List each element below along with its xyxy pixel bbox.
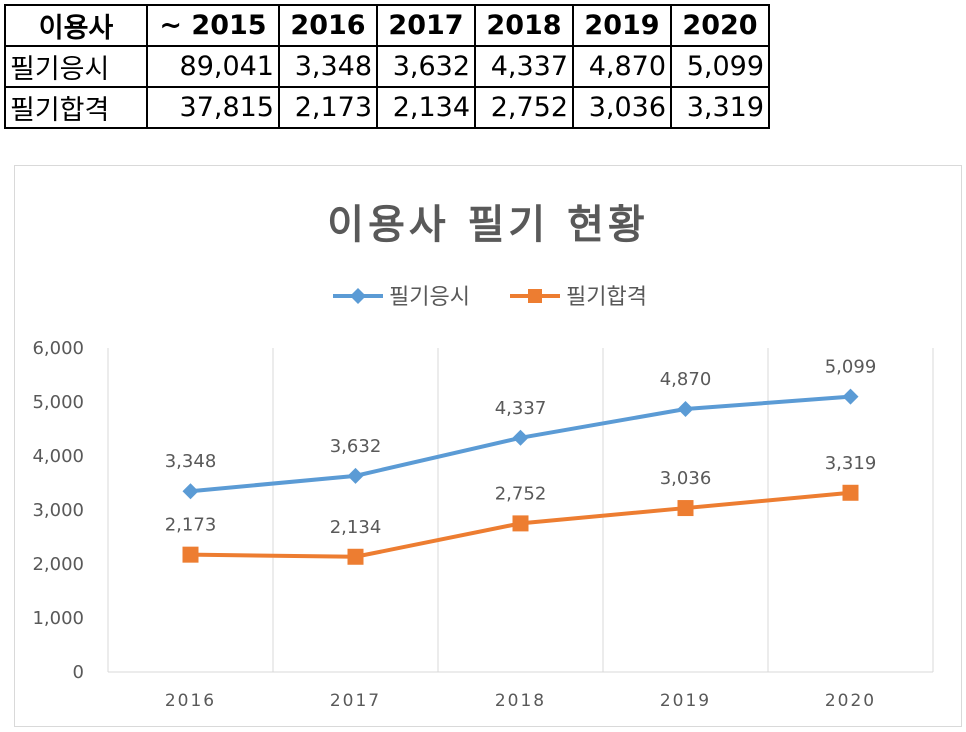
table-row: 필기합격 37,815 2,173 2,134 2,752 3,036 3,31… <box>4 86 770 129</box>
table-row: 필기응시 89,041 3,348 3,632 4,337 4,870 5,09… <box>4 45 770 88</box>
data-label: 3,632 <box>330 436 382 457</box>
data-label: 4,337 <box>495 398 547 419</box>
data-point-diamond <box>842 388 859 405</box>
y-tick-label: 3,000 <box>32 500 84 521</box>
y-tick-label: 1,000 <box>32 608 84 629</box>
header-cell: 2016 <box>278 4 378 47</box>
data-label: 2,173 <box>165 515 217 536</box>
summary-table: 이용사 ~ 2015 2016 2017 2018 2019 2020 필기응시… <box>4 4 770 129</box>
data-point-diamond <box>347 467 364 484</box>
data-label: 3,348 <box>165 451 217 472</box>
table-cell: 3,036 <box>572 86 672 129</box>
table-cell: 4,337 <box>474 45 574 88</box>
chart-area: 이용사 필기 현황 필기응시 필기합격 0 1,000 2,000 3,000 4,000… <box>14 165 962 727</box>
data-point-square <box>512 515 529 532</box>
header-cell: 2019 <box>572 4 672 47</box>
table-cell: 2,173 <box>278 86 378 129</box>
table-cell: 3,632 <box>376 45 476 88</box>
x-axis: 2016 2017 2018 2019 2020 <box>165 691 876 711</box>
gridlines <box>107 348 934 673</box>
table-cell: 2,752 <box>474 86 574 129</box>
table-cell: 89,041 <box>146 45 280 88</box>
data-label: 3,036 <box>660 468 712 489</box>
y-tick-label: 0 <box>73 662 84 683</box>
data-label: 4,870 <box>660 369 712 390</box>
header-cell: 이용사 <box>4 4 148 47</box>
data-point-square <box>842 484 859 501</box>
data-label: 2,752 <box>495 483 547 504</box>
data-point-diamond <box>512 429 529 446</box>
data-point-square <box>182 546 199 563</box>
header-cell: 2017 <box>376 4 476 47</box>
table-cell: 2,134 <box>376 86 476 129</box>
data-label: 2,134 <box>330 517 382 538</box>
legend-label: 필기응시 <box>389 285 470 310</box>
y-tick-label: 5,000 <box>32 392 84 413</box>
line-chart: 이용사 필기 현황 필기응시 필기합격 0 1,000 2,000 3,000 4,000… <box>32 202 934 711</box>
header-cell: 2018 <box>474 4 574 47</box>
legend-marker-square <box>528 289 542 303</box>
row-label: 필기응시 <box>4 45 148 88</box>
y-axis: 0 1,000 2,000 3,000 4,000 5,000 6,000 <box>32 338 84 683</box>
y-tick-label: 4,000 <box>32 446 84 467</box>
y-tick-label: 2,000 <box>32 554 84 575</box>
x-tick-label: 2019 <box>660 691 711 711</box>
x-tick-label: 2017 <box>330 691 381 711</box>
x-tick-label: 2016 <box>165 691 216 711</box>
table-header-row: 이용사 ~ 2015 2016 2017 2018 2019 2020 <box>4 4 770 47</box>
data-point-square <box>677 500 694 517</box>
data-label: 5,099 <box>825 357 877 378</box>
header-cell: 2020 <box>670 4 770 47</box>
table-cell: 4,870 <box>572 45 672 88</box>
data-point-diamond <box>677 401 694 418</box>
data-point-diamond <box>182 483 199 500</box>
x-tick-label: 2020 <box>825 691 876 711</box>
x-tick-label: 2018 <box>495 691 546 711</box>
legend: 필기응시 필기합격 <box>333 285 647 310</box>
data-point-square <box>347 548 364 565</box>
legend-marker-diamond <box>350 288 366 304</box>
table-cell: 5,099 <box>670 45 770 88</box>
table-cell: 3,319 <box>670 86 770 129</box>
legend-label: 필기합격 <box>566 285 647 310</box>
table-cell: 37,815 <box>146 86 280 129</box>
y-tick-label: 6,000 <box>32 338 84 359</box>
table-cell: 3,348 <box>278 45 378 88</box>
row-label: 필기합격 <box>4 86 148 129</box>
header-cell: ~ 2015 <box>146 4 280 47</box>
series-group: 3,348 3,632 4,337 4,870 5,099 2,173 2,134 2,752… <box>165 357 877 565</box>
data-label: 3,319 <box>825 453 877 474</box>
chart-title: 이용사 필기 현황 <box>327 202 648 248</box>
